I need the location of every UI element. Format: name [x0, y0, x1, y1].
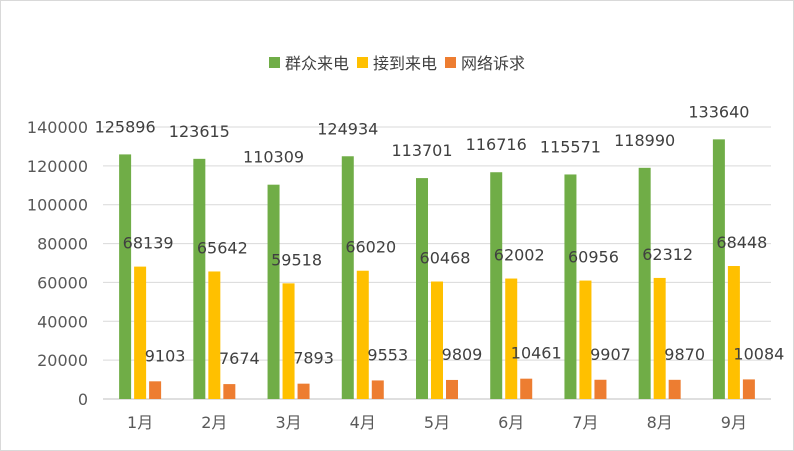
bar-0-4 — [416, 178, 428, 399]
y-tick-label-3: 60000 — [37, 273, 88, 292]
bar-0-3 — [341, 156, 354, 399]
legend-item-2: 网络诉求 — [445, 50, 525, 74]
legend-swatch-0 — [268, 56, 280, 68]
bar-1-0 — [134, 266, 147, 399]
bar-0-8 — [712, 139, 725, 399]
bar-0-6 — [564, 174, 577, 399]
x-tick-label-0: 1月 — [127, 413, 153, 432]
data-label-0-7: 118990 — [614, 131, 675, 150]
legend-swatch-2 — [445, 56, 456, 68]
legend-item-1: 接到来电 — [356, 50, 437, 74]
bar-0-7 — [638, 167, 651, 399]
bar-1-4 — [431, 281, 443, 399]
data-label-1-5: 62002 — [494, 246, 545, 265]
data-label-0-6: 115571 — [540, 137, 601, 156]
legend-label-0: 群众来电 — [284, 54, 349, 73]
x-tick-label-1: 2月 — [201, 413, 227, 432]
bar-0-1 — [193, 158, 206, 399]
data-label-2-7: 9870 — [664, 345, 705, 364]
data-label-1-4: 60468 — [420, 249, 471, 268]
legend-label-1: 接到来电 — [372, 54, 437, 73]
bar-2-6 — [594, 379, 607, 399]
bar-2-0 — [149, 381, 162, 399]
y-tick-label-0: 0 — [78, 390, 88, 409]
bar-1-1 — [208, 271, 221, 399]
data-label-1-7: 62312 — [642, 245, 693, 264]
bar-2-5 — [520, 378, 533, 399]
y-tick-label-1: 20000 — [37, 351, 88, 370]
legend-label-2: 网络诉求 — [461, 54, 526, 73]
data-label-0-4: 113701 — [391, 141, 452, 160]
bar-0-2 — [267, 184, 280, 399]
data-label-1-3: 66020 — [345, 238, 396, 257]
data-label-1-0: 68139 — [123, 234, 174, 253]
data-label-2-3: 9553 — [367, 345, 408, 364]
x-tick-label-8: 9月 — [721, 413, 747, 432]
x-tick-label-6: 7月 — [572, 413, 598, 432]
y-tick-label-7: 140000 — [27, 118, 88, 137]
legend-item-0: 群众来电 — [268, 50, 349, 74]
bar-2-2 — [297, 383, 310, 399]
y-tick-label-2: 40000 — [37, 312, 88, 331]
bar-1-5 — [505, 278, 518, 399]
x-tick-label-5: 6月 — [498, 413, 524, 432]
x-tick-label-2: 3月 — [275, 413, 301, 432]
bar-2-4 — [446, 379, 458, 399]
bar-1-8 — [727, 266, 740, 399]
data-label-1-2: 59518 — [271, 250, 322, 269]
bar-1-6 — [579, 280, 592, 399]
x-tick-label-4: 5月 — [424, 413, 450, 432]
data-label-0-8: 133640 — [688, 102, 749, 121]
data-label-2-4: 9809 — [442, 345, 483, 364]
bar-1-7 — [653, 277, 666, 399]
data-label-2-8: 10084 — [733, 344, 784, 363]
bar-0-5 — [490, 172, 503, 399]
data-label-0-2: 110309 — [243, 148, 304, 167]
y-tick-label-6: 120000 — [27, 157, 88, 176]
data-label-2-2: 7893 — [293, 349, 334, 368]
bar-2-3 — [371, 380, 384, 399]
bar-0-0 — [119, 154, 132, 399]
data-label-1-1: 65642 — [197, 238, 248, 257]
bar-1-2 — [282, 283, 295, 399]
y-tick-label-4: 80000 — [37, 235, 88, 254]
x-tick-label-3: 4月 — [350, 413, 376, 432]
bar-2-8 — [742, 379, 755, 399]
data-label-1-8: 68448 — [716, 233, 767, 252]
x-tick-label-7: 8月 — [647, 413, 673, 432]
bar-2-1 — [223, 384, 236, 399]
legend: 群众来电 接到来电 网络诉求 — [0, 50, 794, 74]
legend-swatch-1 — [356, 56, 368, 68]
bar-1-3 — [356, 270, 369, 399]
data-label-1-6: 60956 — [568, 248, 619, 267]
bar-2-7 — [668, 379, 681, 399]
data-label-0-0: 125896 — [95, 117, 156, 136]
y-tick-label-5: 100000 — [27, 196, 88, 215]
data-label-0-5: 116716 — [466, 135, 527, 154]
data-label-0-1: 123615 — [169, 122, 230, 141]
data-label-2-1: 7674 — [219, 349, 260, 368]
data-label-2-5: 10461 — [511, 344, 562, 363]
data-label-2-0: 9103 — [145, 346, 186, 365]
data-label-2-6: 9907 — [590, 345, 631, 364]
data-label-0-3: 124934 — [317, 119, 378, 138]
